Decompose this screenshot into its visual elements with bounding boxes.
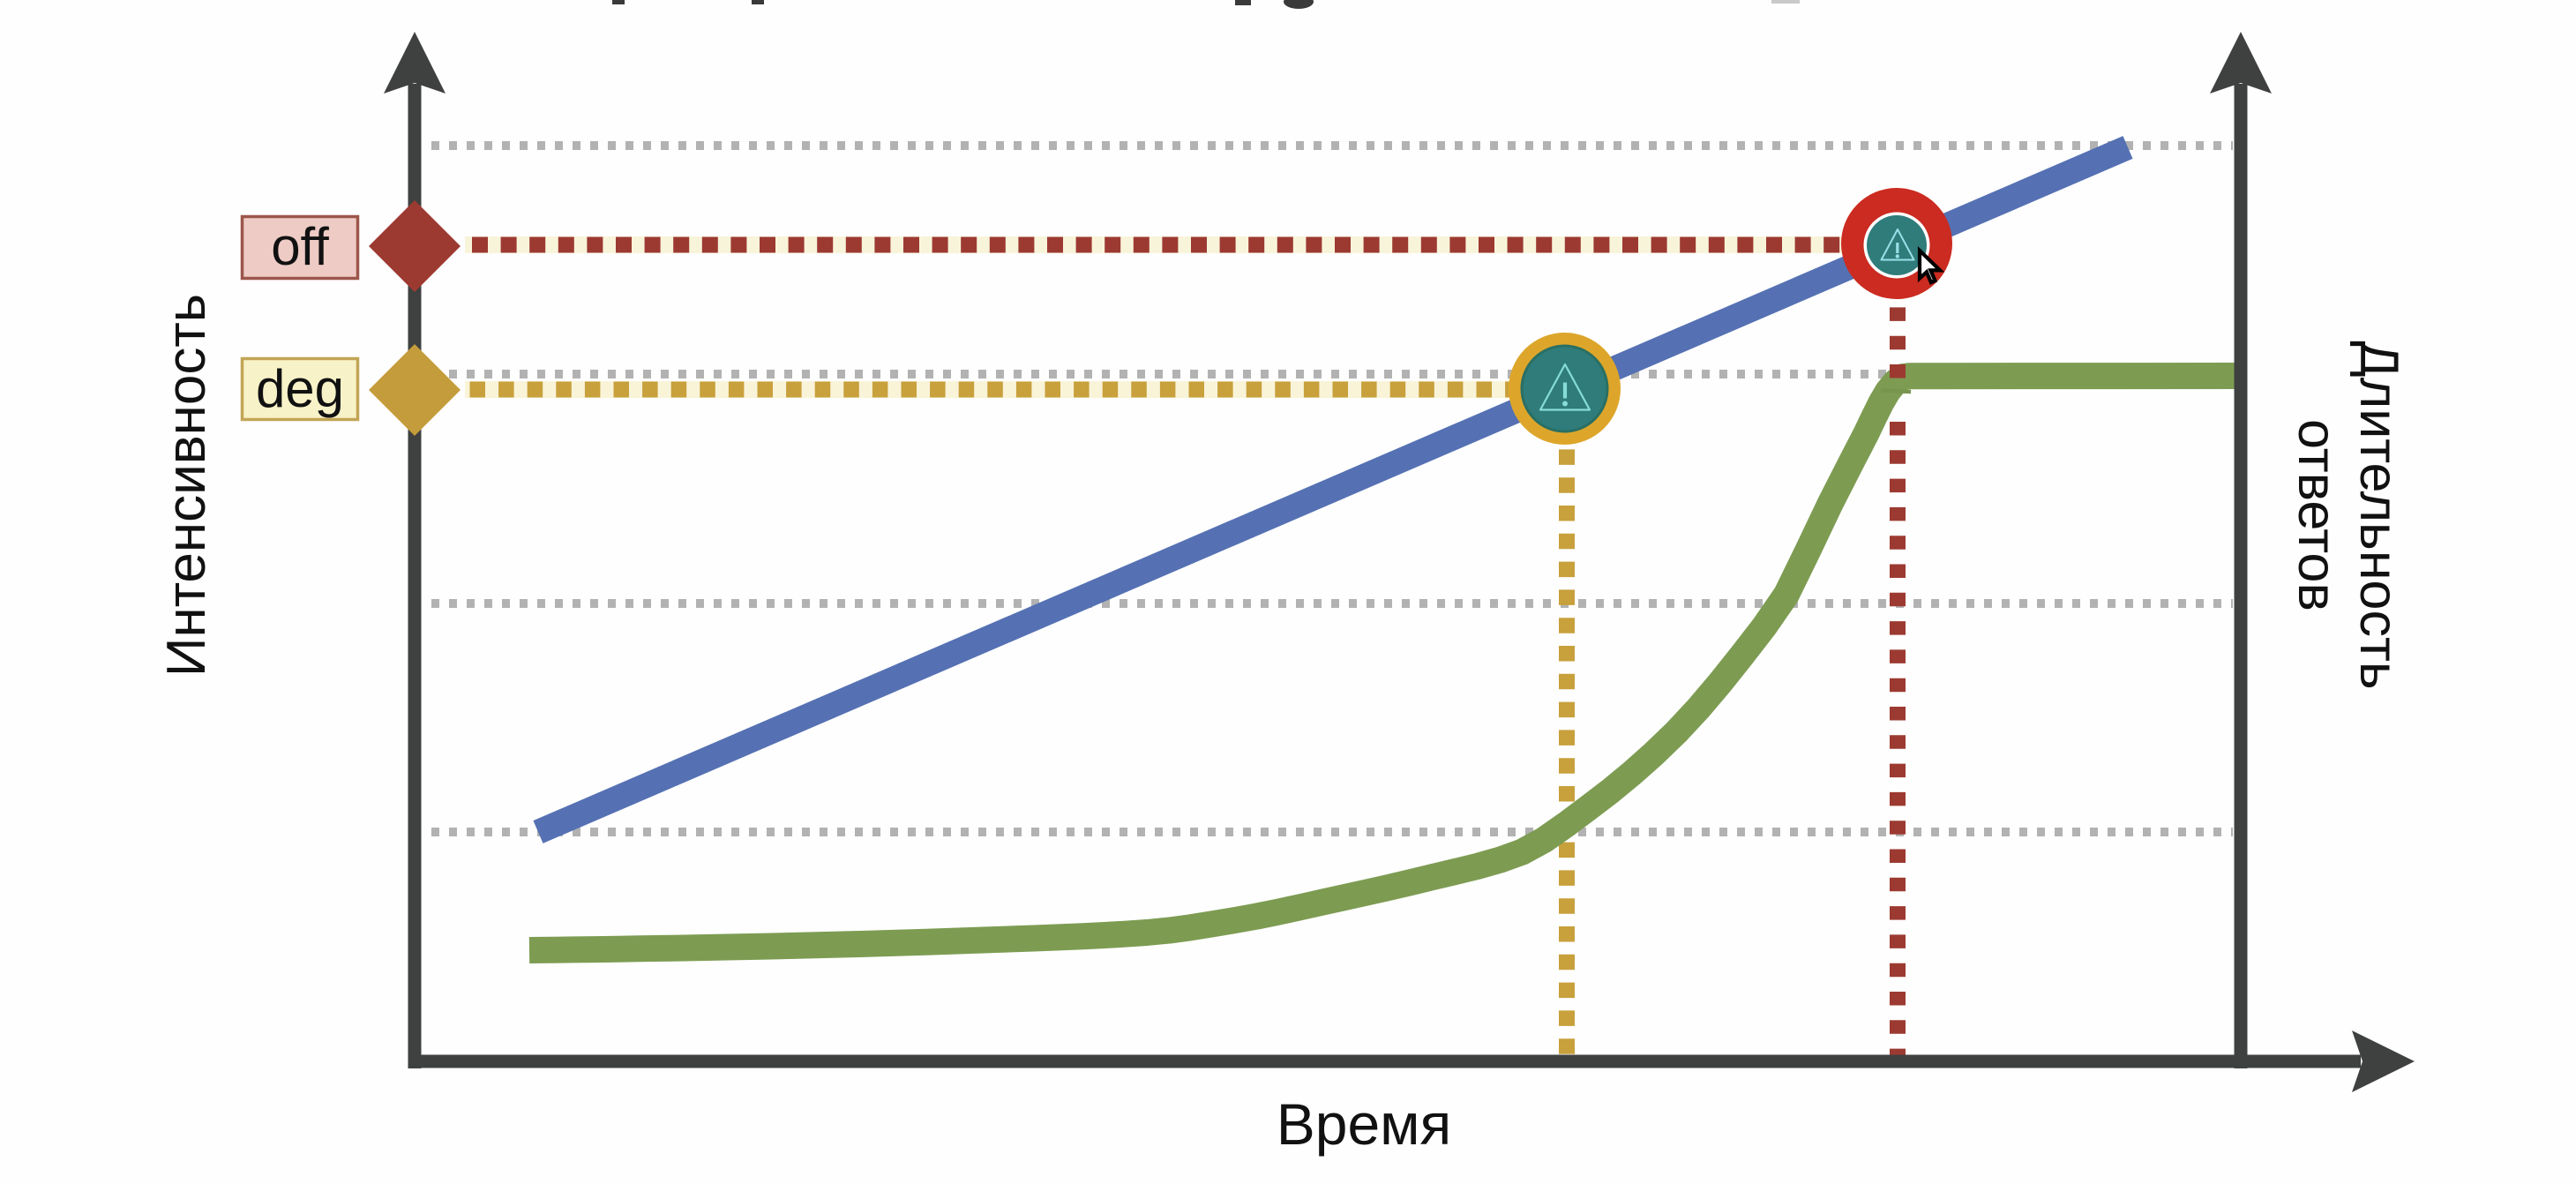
svg-text:deg: deg: [256, 359, 344, 418]
svg-text:Время: Время: [1277, 1091, 1452, 1157]
svg-text:off: off: [271, 217, 329, 276]
svg-text:ответов: ответов: [2288, 419, 2348, 611]
svg-text:Длительность: Длительность: [2349, 341, 2409, 689]
svg-text:Интенсивность: Интенсивность: [156, 294, 217, 677]
